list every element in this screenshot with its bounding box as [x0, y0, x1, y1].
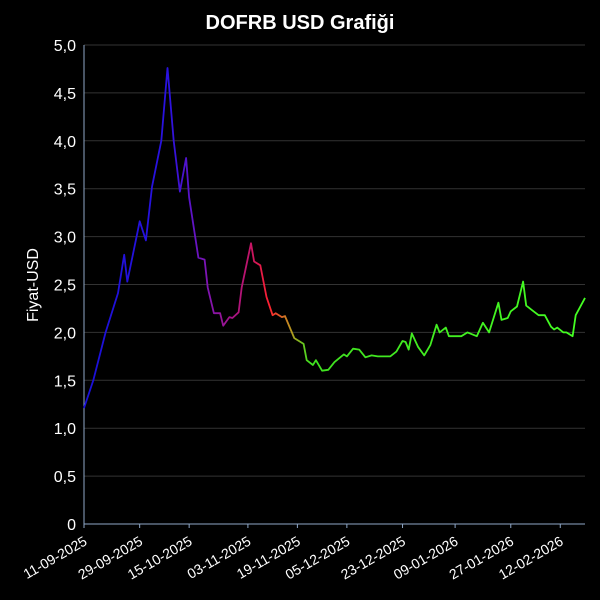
y-axis-label: Fiyat-USD [25, 248, 42, 322]
grid-lines [84, 44, 585, 525]
y-tick-label: 2,5 [54, 278, 76, 295]
y-tick-label: 2,0 [54, 325, 76, 342]
price-line [83, 67, 586, 409]
y-tick-label: 5,0 [54, 38, 76, 55]
y-tick-label: 3,5 [54, 182, 76, 199]
chart-title: DOFRB USD Grafiği [206, 12, 395, 34]
y-tick-label: 1,0 [54, 421, 76, 438]
y-tick-label: 0,5 [54, 469, 76, 486]
y-tick-label: 0 [67, 517, 76, 534]
y-tick-label: 3,0 [54, 230, 76, 247]
y-tick-label: 4,0 [54, 134, 76, 151]
y-axis-ticks: 0 0,5 1,0 1,5 2,0 2,5 3,0 3,5 4,0 4,5 5,0 [54, 38, 76, 534]
y-tick-label: 1,5 [54, 373, 76, 390]
y-tick-label: 4,5 [54, 86, 76, 103]
